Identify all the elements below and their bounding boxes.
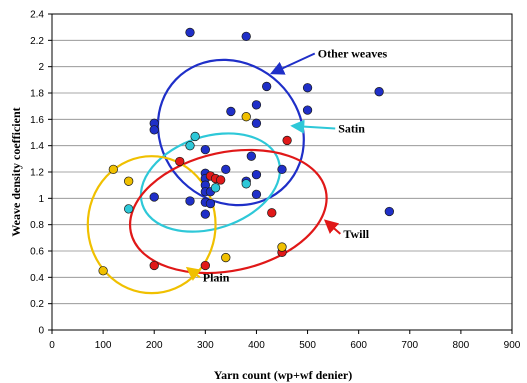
x-tick-label: 0 [49, 340, 55, 351]
data-point [200, 144, 210, 155]
y-tick-label: 1.4 [30, 141, 44, 152]
data-point [124, 204, 134, 214]
data-point [302, 105, 313, 115]
data-point [251, 100, 262, 110]
annotation-arrow [290, 119, 336, 134]
data-point [221, 164, 231, 175]
data-point [216, 175, 226, 185]
cluster-ellipse [128, 148, 328, 275]
data-point [262, 81, 272, 92]
data-point [149, 125, 159, 135]
data-point [302, 83, 313, 93]
y-axis-ticks: 0 0.2 0.4 0.6 0.8 1 1.2 1.4 1.6 1.8 2 2.2 2.4 [30, 10, 52, 337]
y-tick-label: 1.8 [30, 89, 44, 100]
y-tick-label: 2.4 [30, 10, 44, 21]
x-tick-label: 800 [453, 340, 470, 351]
data-point [221, 252, 231, 263]
y-axis-title: Weave density coefficient [9, 107, 23, 236]
x-tick-label: 900 [504, 340, 521, 351]
data-point [210, 183, 221, 193]
y-tick-label: 0.2 [30, 299, 44, 310]
y-tick-label: 2.2 [30, 36, 44, 47]
data-point [251, 169, 262, 180]
data-point [149, 260, 159, 271]
data-point [200, 260, 210, 271]
data-point [241, 31, 251, 42]
data-point [175, 156, 185, 167]
y-tick-label: 0.8 [30, 220, 44, 231]
data-point [98, 266, 108, 276]
data-point [277, 242, 287, 252]
y-tick-label: 0 [38, 326, 44, 337]
data-point [185, 141, 195, 151]
data-points [98, 27, 394, 276]
x-axis-title: Yarn count (wp+wf denier) [214, 368, 353, 382]
data-point [185, 196, 195, 206]
annotation-arrow [185, 266, 202, 281]
data-point [267, 208, 277, 218]
data-point [205, 198, 216, 209]
x-axis-ticks: 0 100 200 300 400 500 600 700 800 900 [49, 330, 521, 351]
data-point [384, 206, 394, 217]
y-tick-label: 1 [38, 194, 44, 205]
x-tick-label: 300 [197, 340, 214, 351]
data-point [251, 189, 262, 200]
annotation-label: Twill [343, 227, 369, 241]
x-tick-label: 200 [146, 340, 163, 351]
y-tick-label: 1.6 [30, 115, 44, 126]
cluster-ellipses [86, 58, 328, 295]
data-point [226, 106, 236, 117]
annotation-label: Other weaves [318, 47, 388, 61]
data-point [108, 164, 118, 175]
annotation-label: Plain [203, 270, 230, 284]
data-point [200, 209, 210, 219]
data-point [124, 176, 134, 186]
x-tick-label: 500 [299, 340, 316, 351]
data-point [149, 192, 159, 202]
y-tick-label: 0.6 [30, 247, 44, 258]
annotation-arrow [269, 52, 316, 75]
cluster-ellipse [156, 58, 305, 207]
y-tick-label: 2 [38, 62, 44, 73]
data-point [190, 131, 200, 142]
annotations: Other weaves Satin Twill Plain [185, 47, 388, 284]
x-tick-label: 400 [248, 340, 265, 351]
data-point [282, 135, 292, 146]
data-point [241, 112, 251, 122]
data-point [251, 118, 262, 128]
y-tick-label: 1.2 [30, 168, 44, 179]
data-point [277, 164, 287, 175]
data-point [185, 27, 195, 38]
x-tick-label: 100 [95, 340, 112, 351]
data-point [246, 151, 256, 161]
cluster-ellipse [86, 155, 217, 295]
y-tick-label: 0.4 [30, 273, 44, 284]
x-tick-label: 700 [401, 340, 418, 351]
annotation-arrow [323, 219, 341, 235]
annotation-label: Satin [338, 122, 365, 136]
x-tick-label: 600 [350, 340, 367, 351]
data-point [374, 87, 384, 97]
data-point [241, 179, 251, 189]
